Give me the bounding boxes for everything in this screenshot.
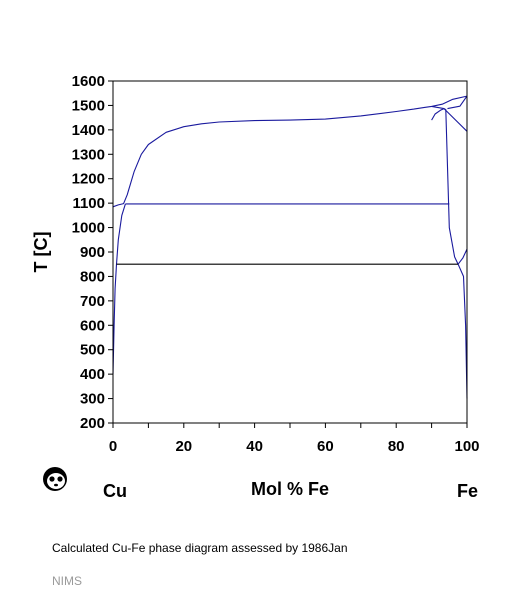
- phase-boundary-line: [457, 263, 468, 399]
- y-tick-label: 300: [80, 391, 105, 408]
- x-tick-label: 20: [175, 438, 192, 455]
- phase-boundary-line: [457, 248, 468, 265]
- footer-source: NIMS: [52, 574, 82, 588]
- y-tick-label: 1100: [72, 195, 105, 212]
- x-tick-label: 0: [109, 438, 117, 455]
- y-tick-label: 800: [80, 268, 105, 285]
- y-tick-label: 700: [80, 293, 105, 310]
- phase-boundary-line: [112, 203, 126, 375]
- y-tick-label: 900: [80, 244, 105, 261]
- phase-boundary-line: [112, 95, 468, 208]
- y-tick-label: 1200: [72, 171, 105, 188]
- y-axis-title: T [C]: [31, 232, 51, 273]
- phase-boundary-line: [431, 105, 468, 132]
- y-tick-label: 1600: [72, 73, 105, 90]
- y-tick-label: 1400: [72, 122, 105, 139]
- y-tick-label: 1500: [72, 97, 105, 114]
- y-tick-label: 200: [80, 415, 105, 432]
- left-component-label: Cu: [103, 481, 127, 501]
- y-axis-ticks: 200 300 400 500 600 700 800 900 1000 1100 1200 1300…: [72, 73, 113, 432]
- y-tick-label: 500: [80, 342, 105, 359]
- x-axis-ticks: 0 20 40 60 80 100: [109, 423, 480, 455]
- phase-boundary-line: [431, 108, 459, 265]
- x-tick-label: 60: [317, 438, 334, 455]
- y-tick-label: 1000: [72, 220, 105, 237]
- x-tick-label: 100: [454, 438, 479, 455]
- plot-area: [112, 95, 468, 399]
- x-tick-label: 40: [246, 438, 263, 455]
- phase-boundary-line: [447, 95, 468, 110]
- x-axis-title: Mol % Fe: [251, 479, 329, 499]
- y-tick-label: 400: [80, 366, 105, 383]
- y-tick-label: 600: [80, 317, 105, 334]
- x-tick-label: 80: [388, 438, 405, 455]
- right-component-label: Fe: [457, 481, 478, 501]
- panda-logo-icon: [43, 467, 67, 491]
- figure-caption: Calculated Cu-Fe phase diagram assessed …: [52, 541, 348, 555]
- y-tick-label: 1300: [72, 146, 105, 163]
